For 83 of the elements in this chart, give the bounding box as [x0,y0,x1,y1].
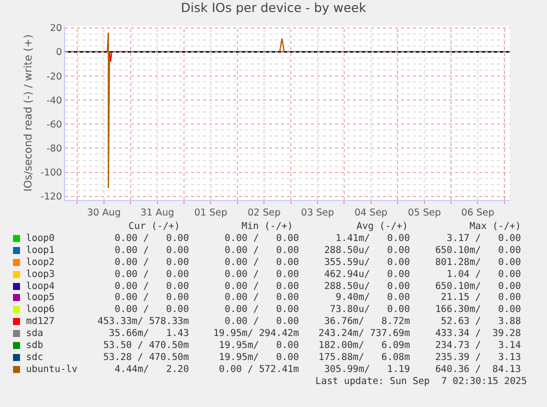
y-tick-label: 0 [56,47,62,58]
text: 52.63 / 3.88 [440,316,521,328]
legend-label: loop6 [26,304,55,316]
text: Avg (-/+) [356,221,408,232]
text: 0.00 / 0.00 [114,244,189,256]
text: 21.15 / 0.00 [440,292,521,304]
y-tick-label: -20 [46,71,62,82]
x-tick-label: 31 Aug [140,207,174,218]
text: 9.40m/ 0.00 [336,292,410,304]
text: 433.34 / 39.28 [435,328,521,340]
text: 0.00 / 0.00 [114,232,189,244]
x-tick-label: 02 Sep [248,207,281,218]
text: 0.00 / 572.41m [218,364,299,375]
text: 453.33m/ 578.33m [97,316,189,328]
text: 175.88m/ 6.08m [318,352,410,363]
text: 53.50 / 470.50m [103,340,189,351]
x-tick-label: 04 Sep [354,207,388,218]
x-tick-label: 03 Sep [301,207,334,218]
text: 462.94u/ 0.00 [324,268,410,280]
text: Min (-/+) [242,221,293,232]
y-tick-label: -40 [46,95,62,106]
text: 0.00 / 0.00 [114,268,189,280]
text: 650.10m/ 0.00 [435,280,521,292]
y-tick-label: 20 [50,23,62,34]
text: 0.00 / 0.00 [224,268,299,280]
legend-label: loop0 [26,232,55,244]
text: 4.44m/ 2.20 [114,364,189,375]
text: 640.36 / 84.13 [435,364,521,375]
y-tick-label: -60 [46,119,62,130]
x-tick-label: 05 Sep [408,207,441,218]
text: 1.41m/ 0.00 [336,232,410,244]
x-tick-label: 06 Sep [461,207,494,218]
legend-label: loop1 [26,244,55,256]
text: Cur (-/+) [128,221,180,232]
legend-label: sda [26,328,44,340]
chart-title: Disk IOs per device - by week [180,0,367,16]
text: 3.17 / 0.00 [446,232,521,244]
text: 53.28 / 470.50m [103,352,189,363]
x-tick-label: 30 Aug [87,207,121,218]
text: 235.39 / 3.13 [435,352,521,363]
text: Max (-/+) [470,221,521,232]
text: 0.00 / 0.00 [224,232,299,244]
text: 234.73 / 3.14 [435,340,521,351]
text: 305.99m/ 1.19 [324,364,410,375]
legend-label: loop2 [26,256,55,268]
legend-label: loop5 [26,292,55,304]
text: 166.30m/ 0.00 [435,304,521,316]
text: 0.00 / 0.00 [114,304,189,316]
text: 0.00 / 0.00 [114,280,189,292]
text: 73.80u/ 0.00 [330,304,410,316]
text: 0.00 / 0.00 [224,292,299,304]
text: 0.00 / 0.00 [114,292,189,304]
y-tick-label: -100 [40,168,62,179]
text: 35.66m/ 1.43 [108,328,189,340]
text: 0.00 / 0.00 [224,316,299,328]
text: 182.00m/ 6.09m [318,340,410,351]
y-tick-label: -80 [46,144,62,155]
text: 19.95m/ 0.00 [218,352,299,363]
text: 0.00 / 0.00 [224,280,299,292]
text: 19.95m/ 0.00 [218,340,299,351]
text: 1.04 / 0.00 [446,268,521,280]
text: 0.00 / 0.00 [224,304,299,316]
legend-label: loop4 [26,280,55,292]
text: 36.76m/ 8.72m [324,316,410,328]
text: 288.50u/ 0.00 [324,280,410,292]
x-tick-label: 01 Sep [194,207,228,218]
text: 288.50u/ 0.00 [324,244,410,256]
text: 650.10m/ 0.00 [435,244,521,256]
text: 801.28m/ 0.00 [435,256,521,268]
legend-label: loop3 [26,268,55,280]
y-axis-title: IOs/second read (-) / write (+) [22,34,34,192]
text: 0.00 / 0.00 [224,256,299,268]
text: 243.24m/ 737.69m [318,328,410,340]
text: 19.95m/ 294.42m [213,328,299,340]
text: 355.59u/ 0.00 [324,256,410,268]
legend-label: ubuntu-lv [26,364,78,375]
legend-label: sdc [26,352,44,363]
text: Last update: Sun Sep 7 02:30:15 2025 [315,376,527,387]
text: 0.00 / 0.00 [224,244,299,256]
text: 0.00 / 0.00 [114,256,189,268]
y-tick-label: -120 [40,192,62,203]
legend-label: md127 [26,316,55,328]
legend-label: sdb [26,340,44,351]
